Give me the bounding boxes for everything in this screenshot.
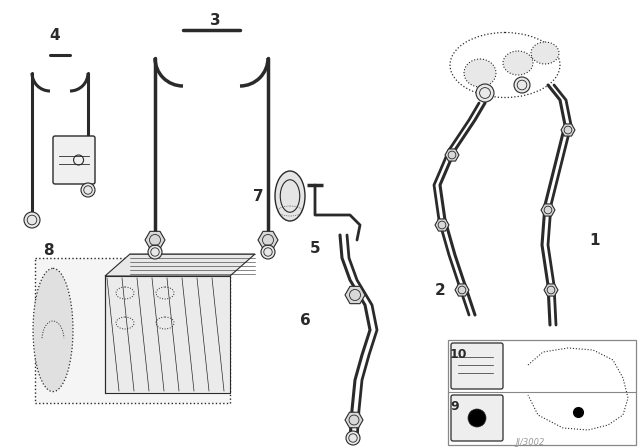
Ellipse shape bbox=[464, 59, 496, 87]
Text: 10: 10 bbox=[450, 348, 467, 361]
Polygon shape bbox=[541, 204, 555, 216]
Text: 3: 3 bbox=[210, 13, 220, 27]
Polygon shape bbox=[35, 258, 230, 403]
Circle shape bbox=[346, 431, 360, 445]
Polygon shape bbox=[105, 254, 255, 276]
Circle shape bbox=[514, 77, 530, 93]
Ellipse shape bbox=[275, 171, 305, 221]
Ellipse shape bbox=[503, 51, 533, 75]
Text: 4: 4 bbox=[50, 27, 60, 43]
Polygon shape bbox=[435, 219, 449, 231]
Polygon shape bbox=[345, 412, 363, 428]
Polygon shape bbox=[105, 276, 230, 393]
FancyBboxPatch shape bbox=[451, 343, 503, 389]
Text: 1: 1 bbox=[589, 233, 600, 247]
Text: 9: 9 bbox=[450, 400, 459, 413]
Polygon shape bbox=[258, 231, 278, 249]
Polygon shape bbox=[145, 231, 165, 249]
Polygon shape bbox=[345, 286, 365, 304]
Ellipse shape bbox=[531, 42, 559, 64]
FancyBboxPatch shape bbox=[451, 395, 503, 441]
Circle shape bbox=[24, 212, 40, 228]
Text: 5: 5 bbox=[310, 241, 320, 255]
Circle shape bbox=[261, 245, 275, 259]
Polygon shape bbox=[445, 149, 459, 161]
Circle shape bbox=[148, 245, 162, 259]
Circle shape bbox=[476, 84, 494, 102]
Circle shape bbox=[81, 183, 95, 197]
Circle shape bbox=[468, 409, 486, 427]
Text: 8: 8 bbox=[43, 242, 53, 258]
Polygon shape bbox=[561, 124, 575, 136]
Text: JJ/3002: JJ/3002 bbox=[515, 438, 545, 447]
FancyBboxPatch shape bbox=[53, 136, 95, 184]
Polygon shape bbox=[455, 284, 469, 296]
Text: 7: 7 bbox=[253, 189, 263, 203]
Text: 6: 6 bbox=[300, 313, 310, 327]
Text: 2: 2 bbox=[435, 283, 445, 297]
Polygon shape bbox=[544, 284, 558, 296]
Ellipse shape bbox=[33, 268, 73, 392]
Bar bbox=[448, 340, 636, 445]
